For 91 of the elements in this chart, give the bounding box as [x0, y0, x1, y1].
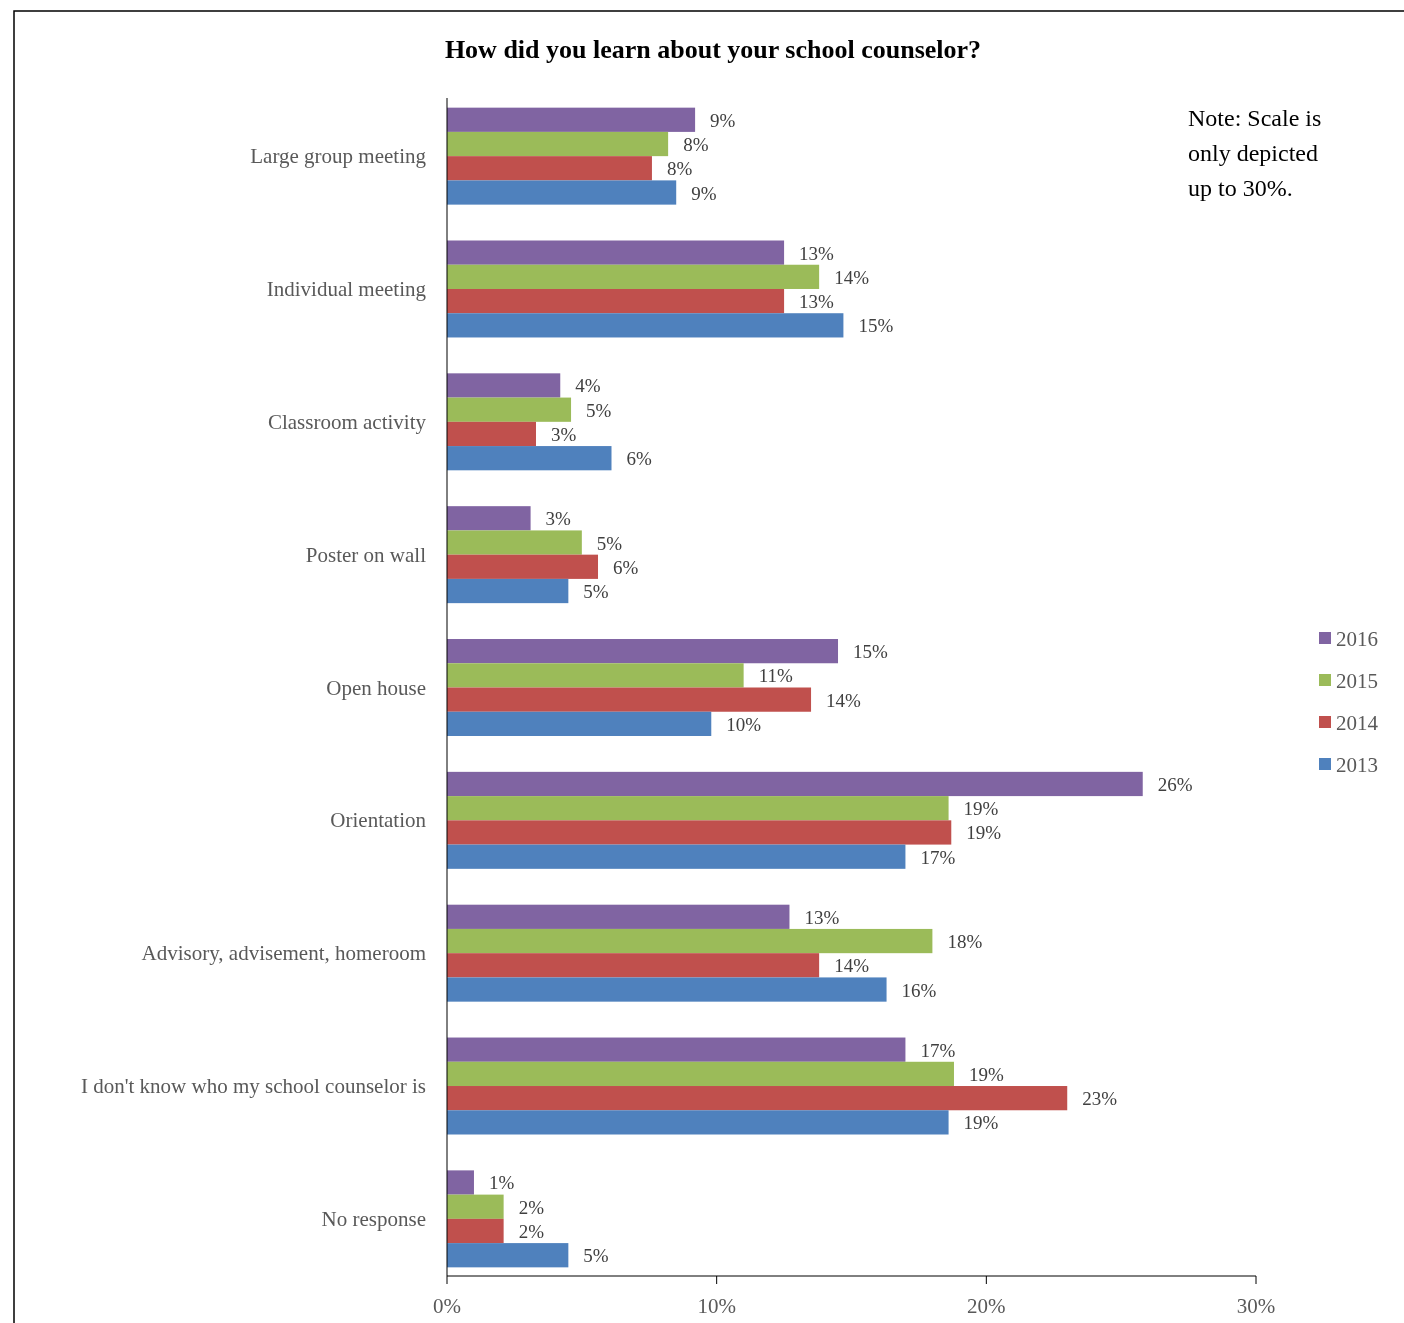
x-tick-label: 30%: [1236, 1294, 1276, 1318]
bar: [447, 1037, 906, 1062]
bar: [447, 953, 820, 978]
legend-label: 2013: [1336, 753, 1378, 777]
data-label: 19%: [968, 1063, 1004, 1085]
data-label: 15%: [853, 641, 889, 663]
y-tick-label: Orientation: [330, 808, 427, 833]
bar: [447, 446, 612, 471]
legend-label: 2016: [1336, 627, 1378, 651]
bar: [447, 844, 906, 869]
data-label: 3%: [550, 423, 577, 445]
bar: [447, 1061, 954, 1087]
y-tick-label: I don't know who my school counselor is: [80, 1074, 426, 1099]
data-label: 19%: [966, 822, 1002, 844]
bar: [447, 554, 599, 579]
bar: [447, 421, 536, 447]
legend-label: 2015: [1336, 669, 1378, 693]
x-tick-label: 10%: [697, 1294, 736, 1318]
data-label: 1%: [488, 1172, 515, 1194]
bar: [447, 639, 839, 664]
bar: [447, 506, 531, 531]
data-label: 5%: [583, 581, 609, 603]
bar: [447, 313, 844, 338]
bar: [447, 1170, 474, 1195]
bar: [447, 711, 712, 736]
data-label: 2%: [518, 1196, 545, 1218]
data-label: 8%: [666, 158, 693, 180]
bar: [447, 796, 949, 821]
data-label: 5%: [596, 532, 623, 554]
data-label: 5%: [583, 1245, 609, 1267]
data-label: 6%: [613, 556, 639, 578]
bar: [447, 264, 820, 289]
data-label: 15%: [858, 315, 894, 337]
data-label: 13%: [799, 242, 835, 264]
data-label: 19%: [963, 1112, 999, 1134]
data-label: 14%: [834, 955, 870, 977]
data-label: 9%: [710, 109, 736, 131]
y-tick-label: Poster on wall: [305, 542, 427, 567]
data-label: 18%: [947, 931, 983, 953]
data-label: 11%: [758, 665, 793, 687]
bar: [447, 904, 790, 929]
data-label: 13%: [804, 906, 840, 928]
data-label: 14%: [834, 266, 870, 288]
bar: [447, 1194, 504, 1219]
bar: [447, 1243, 569, 1268]
bar: [447, 373, 561, 398]
annotation: Note: Scale is only depicted up to 30%.: [1188, 105, 1322, 201]
bar: [447, 1218, 504, 1244]
data-label: 14%: [826, 689, 862, 711]
y-tick-label: No response: [321, 1206, 426, 1231]
data-label: 17%: [920, 1039, 956, 1061]
bar: [447, 156, 652, 181]
data-label: 6%: [626, 448, 652, 470]
bar: [447, 687, 812, 712]
chart-title: How did you learn about your school counselor?: [444, 35, 982, 64]
bar: [447, 107, 696, 132]
data-label: 5%: [586, 399, 612, 421]
x-tick-label: 20%: [967, 1294, 1006, 1318]
data-label: 8%: [683, 134, 709, 156]
x-tick-label: 0%: [433, 1294, 461, 1318]
bar: [447, 578, 569, 604]
bar: [447, 180, 677, 205]
bar: [447, 131, 669, 157]
bar: [447, 820, 952, 845]
bar: [447, 397, 572, 422]
data-label: 10%: [726, 713, 762, 735]
data-label: 16%: [901, 979, 937, 1001]
bar: [447, 240, 785, 265]
legend-label: 2014: [1336, 711, 1379, 735]
data-label: 17%: [920, 846, 956, 868]
bar: [447, 1086, 1068, 1111]
y-tick-label: Classroom activity: [267, 409, 427, 434]
data-label: 19%: [963, 798, 999, 820]
data-label: 4%: [575, 375, 601, 397]
bar: [447, 530, 582, 555]
data-label: 9%: [691, 182, 717, 204]
data-label: 13%: [799, 291, 835, 313]
bar: [447, 771, 1143, 797]
bar: [447, 928, 933, 954]
y-tick-label: Advisory, advisement, homeroom: [141, 941, 426, 966]
y-tick-label: Large group meeting: [250, 144, 427, 169]
data-label: 26%: [1157, 773, 1193, 795]
bar: [447, 288, 785, 314]
y-tick-label: Open house: [326, 675, 426, 700]
bar: [447, 977, 887, 1002]
bar: [447, 663, 744, 688]
y-tick-label: Individual meeting: [266, 276, 427, 301]
data-label: 23%: [1082, 1088, 1118, 1110]
bar: [447, 1110, 949, 1135]
data-label: 3%: [545, 508, 572, 530]
data-label: 2%: [518, 1220, 545, 1242]
